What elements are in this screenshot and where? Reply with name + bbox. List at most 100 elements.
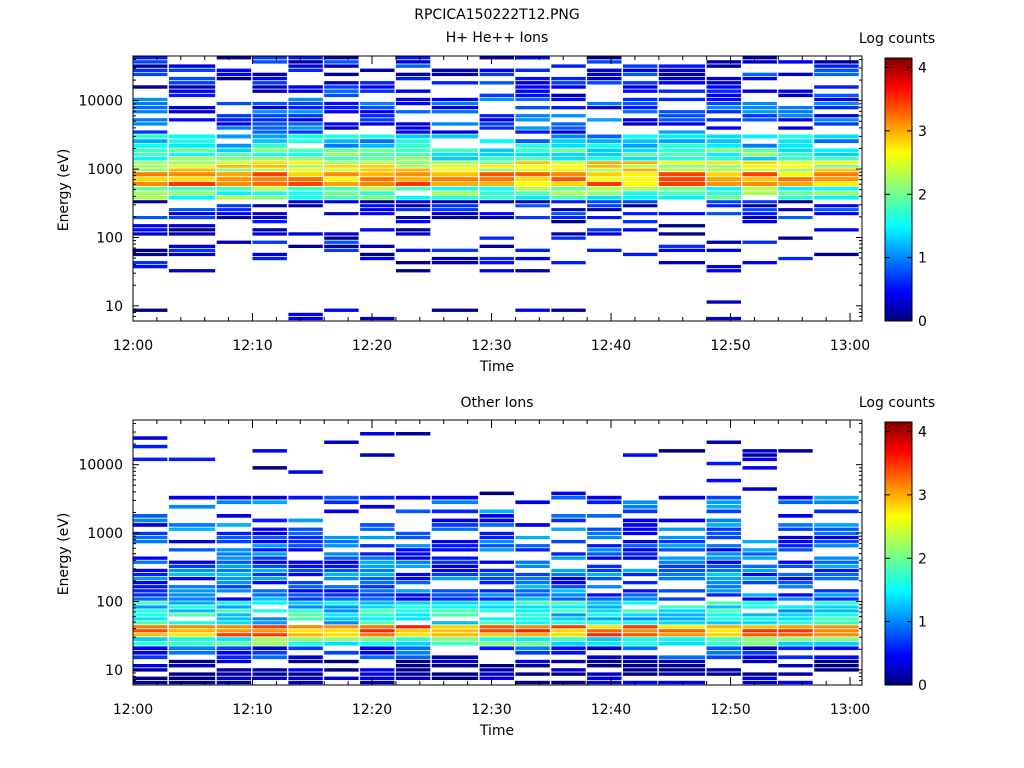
heatmap-cell xyxy=(360,101,395,106)
heatmap-cell xyxy=(395,204,431,208)
heatmap-cell xyxy=(324,556,359,560)
colorbar-tick-label: 2 xyxy=(918,187,927,203)
heatmap-cell xyxy=(324,148,359,152)
heatmap-cell xyxy=(324,308,359,312)
heatmap-cell xyxy=(658,232,706,236)
heatmap-cell xyxy=(623,633,658,637)
heatmap-cell xyxy=(133,641,168,646)
heatmap-cell xyxy=(324,191,359,195)
heatmap-cell xyxy=(479,236,514,240)
heatmap-cell xyxy=(814,114,859,118)
heatmap-cell xyxy=(395,56,431,60)
heatmap-cell xyxy=(360,195,395,200)
heatmap-cell xyxy=(252,191,287,195)
heatmap-cell xyxy=(431,122,479,126)
heatmap-cell xyxy=(742,164,777,168)
heatmap-cell xyxy=(587,139,622,144)
heatmap-cell xyxy=(658,110,706,114)
heatmap-cell xyxy=(216,589,252,593)
heatmap-cell xyxy=(133,457,168,462)
heatmap-cell xyxy=(252,240,287,244)
heatmap-cell xyxy=(431,101,479,106)
heatmap-cell xyxy=(252,181,287,186)
heatmap-cell xyxy=(814,609,859,613)
heatmap-cell xyxy=(431,161,479,165)
heatmap-cell xyxy=(706,535,741,540)
heatmap-cell xyxy=(431,523,479,527)
heatmap-cell xyxy=(216,216,252,220)
heatmap-cell xyxy=(431,186,479,191)
heatmap-cell xyxy=(706,564,741,568)
heatmap-cell xyxy=(395,139,431,144)
heatmap-cell xyxy=(168,85,216,89)
heatmap-cell xyxy=(706,240,741,244)
heatmap-cell xyxy=(395,605,431,609)
heatmap-cell xyxy=(515,56,550,60)
heatmap-cell xyxy=(360,110,395,114)
heatmap-cell xyxy=(551,126,586,130)
heatmap-cell xyxy=(479,514,514,518)
heatmap-cell xyxy=(360,581,395,585)
heatmap-cell xyxy=(431,572,479,577)
heatmap-cell xyxy=(706,316,741,321)
heatmap-cell xyxy=(515,195,550,200)
heatmap-cell xyxy=(324,572,359,577)
heatmap-cell xyxy=(658,560,706,564)
heatmap-cell xyxy=(551,148,586,152)
heatmap-cell xyxy=(431,560,479,564)
heatmap-cell xyxy=(395,544,431,548)
heatmap-cell xyxy=(551,152,586,157)
heatmap-cell xyxy=(706,177,741,182)
heatmap-cell xyxy=(587,621,622,625)
heatmap-cell xyxy=(778,609,813,613)
heatmap-cell xyxy=(814,668,859,672)
heatmap-cell xyxy=(216,641,252,646)
heatmap-cell xyxy=(623,527,658,531)
x-tick-label: 12:40 xyxy=(591,702,631,718)
heatmap-cell xyxy=(360,252,395,257)
heatmap-cell xyxy=(252,621,287,625)
heatmap-cell xyxy=(479,216,514,220)
heatmap-cell xyxy=(515,308,550,312)
heatmap-cell xyxy=(216,535,252,540)
heatmap-cell xyxy=(252,629,287,633)
heatmap-cell xyxy=(742,625,777,629)
heatmap-cell xyxy=(814,605,859,609)
colorbar-tick-label: 4 xyxy=(918,425,927,441)
heatmap-cell xyxy=(515,621,550,625)
heatmap-cell xyxy=(778,572,813,577)
heatmap-cell xyxy=(814,625,859,629)
heatmap-cell xyxy=(431,625,479,629)
heatmap-cell xyxy=(623,593,658,597)
heatmap-cell xyxy=(288,572,323,577)
heatmap-cell xyxy=(133,216,168,220)
heatmap-cell xyxy=(360,560,395,564)
heatmap-cell xyxy=(515,68,550,72)
heatmap-cell xyxy=(168,680,216,685)
heatmap-cell xyxy=(395,122,431,126)
heatmap-cell xyxy=(515,126,550,130)
heatmap-cell xyxy=(706,64,741,68)
heatmap-cell xyxy=(587,527,622,531)
heatmap-cell xyxy=(216,633,252,637)
heatmap-cell xyxy=(252,577,287,581)
colorbar-tick-label: 4 xyxy=(918,61,927,77)
heatmap-cell xyxy=(252,668,287,672)
heatmap-cell xyxy=(252,589,287,593)
heatmap-cell xyxy=(814,118,859,122)
heatmap-cell xyxy=(515,97,550,102)
heatmap-cell xyxy=(515,577,550,581)
heatmap-cell xyxy=(778,621,813,625)
heatmap-cell xyxy=(778,256,813,261)
heatmap-cell xyxy=(706,139,741,144)
heatmap-cell xyxy=(479,491,514,496)
heatmap-cell xyxy=(133,444,168,449)
colorbar xyxy=(884,421,913,686)
heatmap-cell xyxy=(587,495,622,500)
heatmap-cell xyxy=(133,60,168,64)
heatmap-cell xyxy=(216,581,252,585)
heatmap-cell xyxy=(360,523,395,527)
heatmap-cell xyxy=(168,659,216,664)
heatmap-cell xyxy=(814,621,859,625)
heatmap-cell xyxy=(216,134,252,139)
